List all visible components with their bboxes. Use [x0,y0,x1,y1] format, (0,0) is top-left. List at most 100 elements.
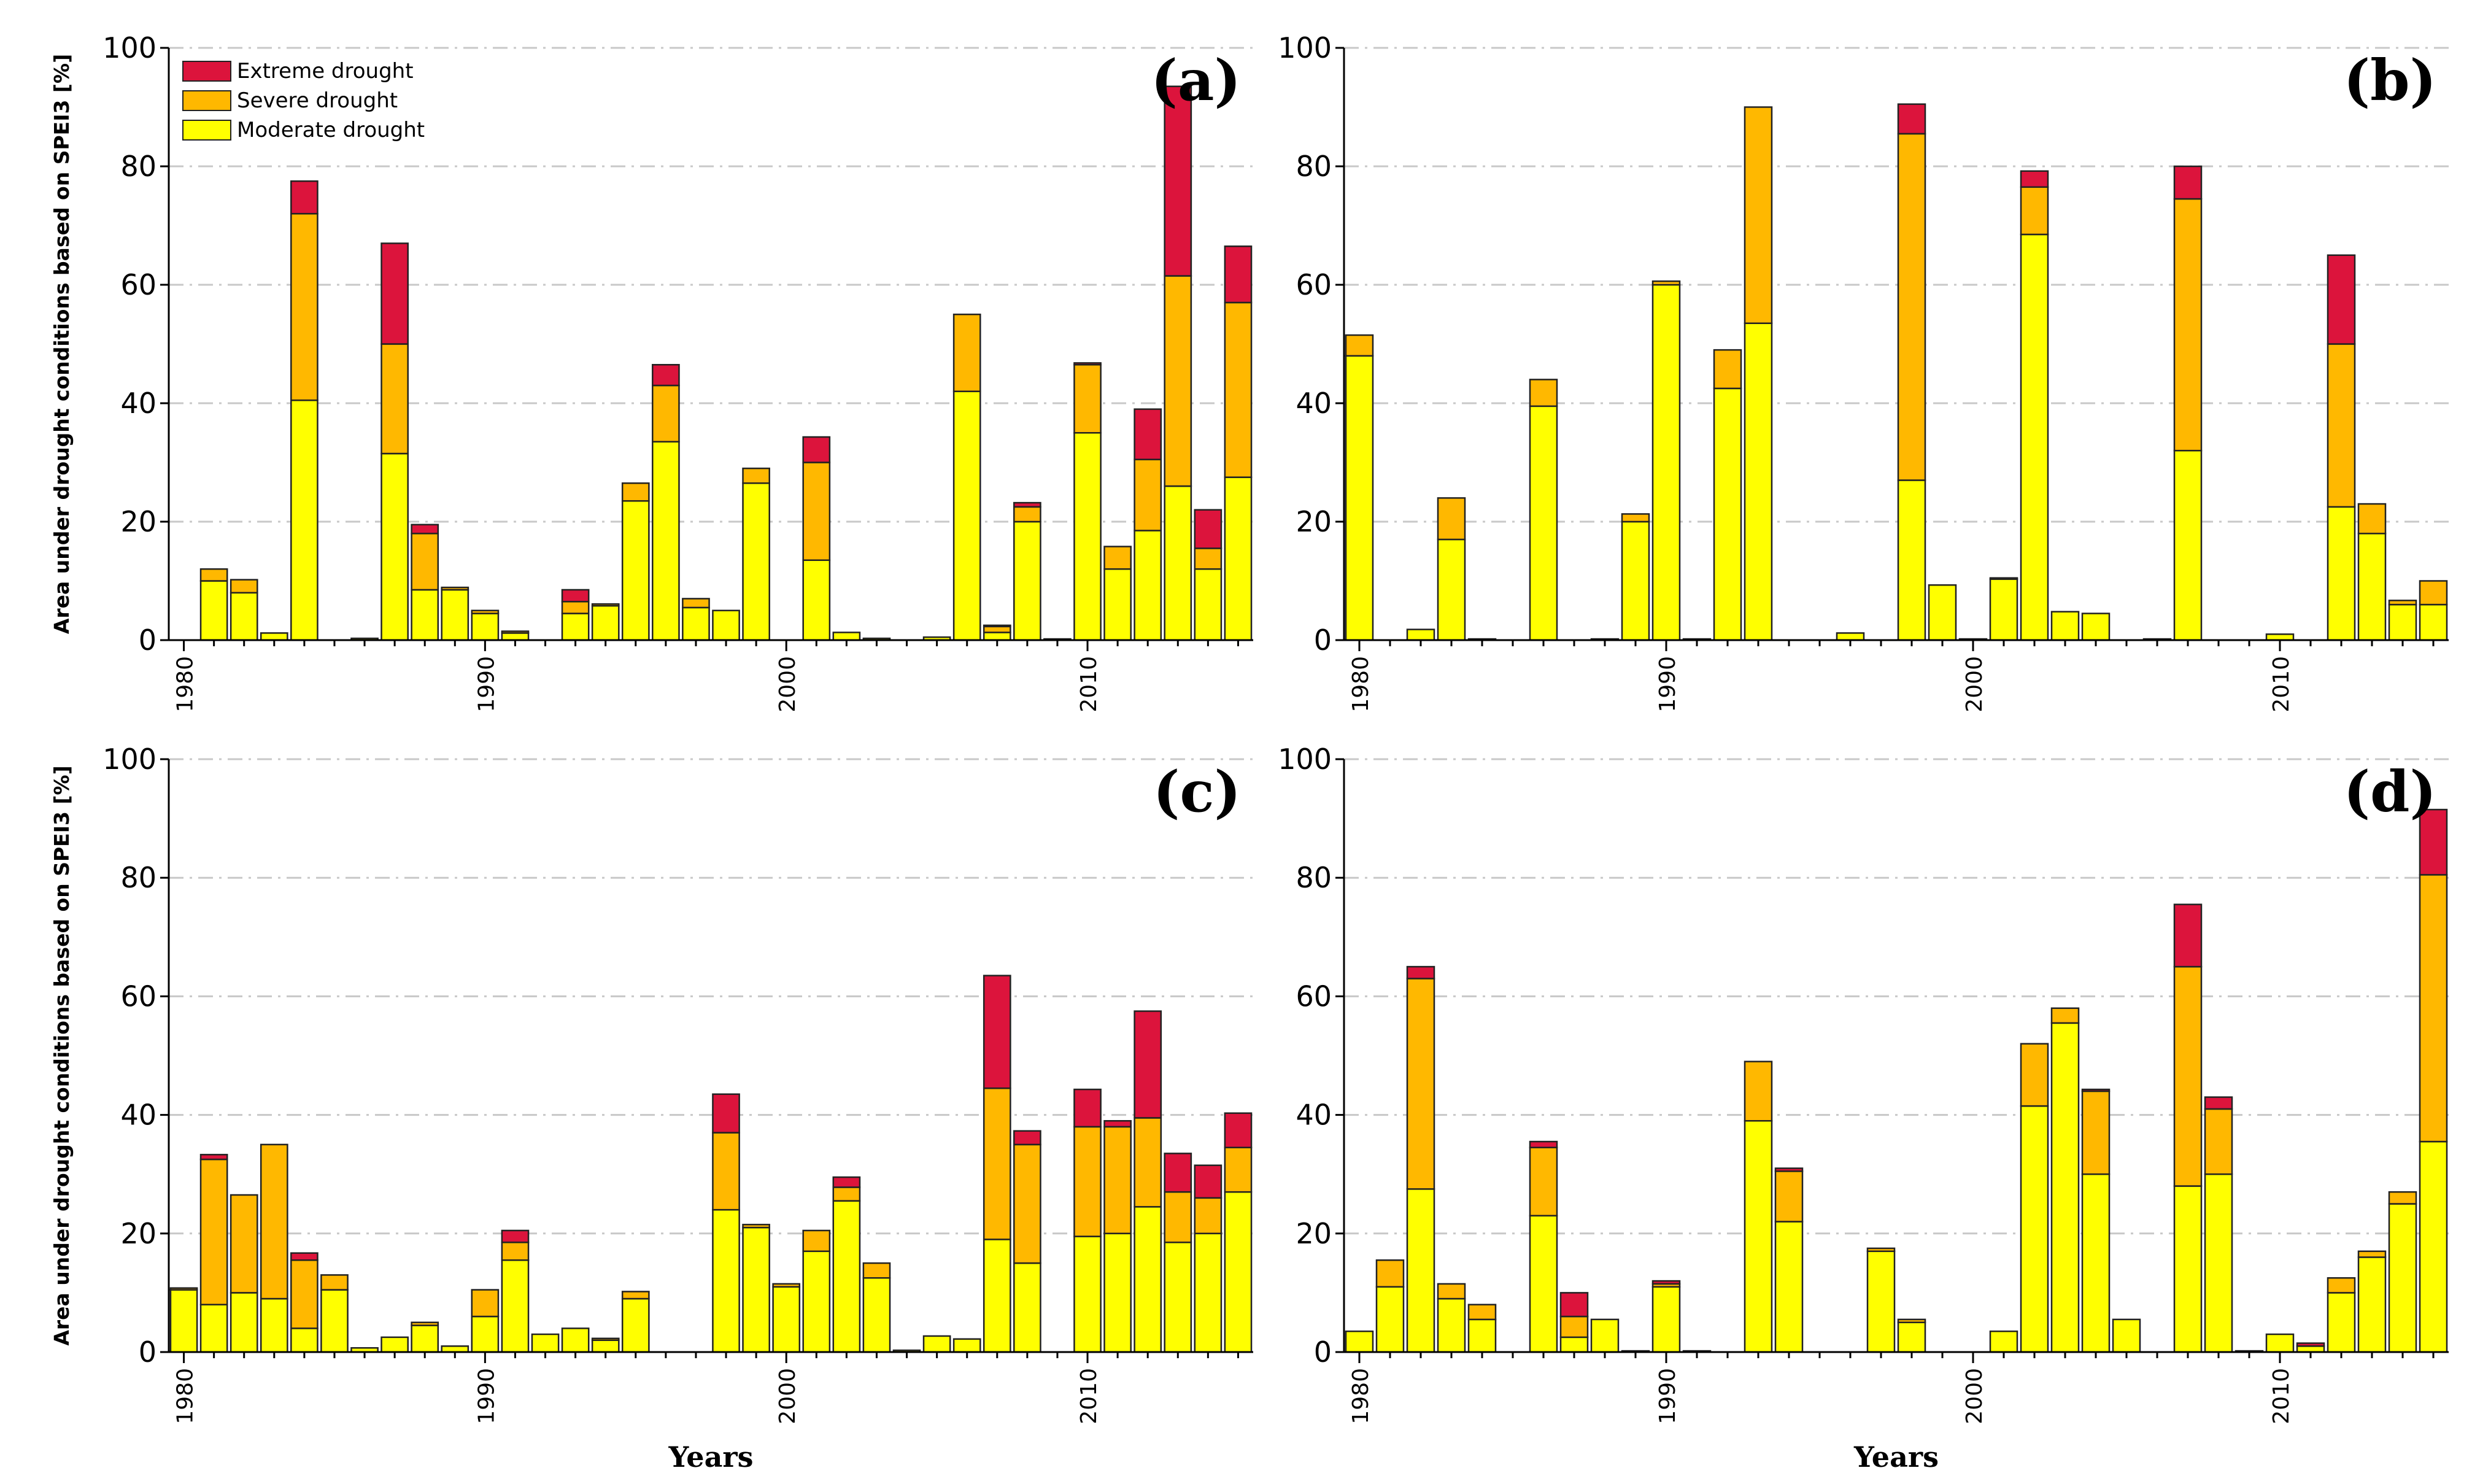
bar-severe-2008 [2204,1108,2233,1175]
bar-moderate-1994 [1774,1221,1804,1353]
bar-extreme-1998 [712,1093,740,1134]
bar-severe-1995 [621,482,650,502]
x-tick-label: 1990 [474,656,499,713]
x-tick-label: 2010 [1076,656,1102,713]
bar-moderate-1999 [742,1226,770,1353]
bar-severe-1990 [1651,280,1681,286]
y-tick-label: 80 [1296,150,1332,183]
legend-label: Moderate drought [237,118,425,142]
bar-severe-2001 [802,1229,831,1253]
bar-extreme-2010 [1073,362,1102,366]
bar-severe-2006 [952,314,981,392]
bar-moderate-2002 [2020,1105,2049,1353]
bar-moderate-2013 [2357,1256,2387,1353]
bar-severe-1982 [1406,978,1435,1190]
bar-severe-2001 [1989,577,2018,580]
bar-severe-2010 [1073,364,1102,434]
bar-moderate-2012 [2327,1292,2356,1353]
y-tick-label: 0 [1314,1335,1332,1369]
bar-moderate-2008 [1013,1262,1041,1353]
bar-moderate-2014 [2388,603,2417,641]
bar-extreme-2012 [1134,408,1162,460]
bar-extreme-2012 [2327,254,2356,345]
bar-moderate-1997 [1866,1250,1896,1353]
bar-extreme-2013 [1164,1153,1192,1193]
bar-severe-1988 [411,1321,439,1326]
bar-extreme-2015 [1224,245,1253,304]
bar-severe-2003 [862,1262,891,1279]
bar-severe-2012 [2327,343,2356,508]
bar-moderate-2001 [802,1250,831,1353]
bar-severe-1999 [742,467,770,484]
bar-severe-2010 [1073,1126,1102,1237]
bar-severe-1993 [561,601,590,614]
bar-moderate-2015 [2419,1140,2448,1353]
y-tick-label: 60 [120,980,156,1013]
x-axis-label: Years [668,1440,753,1474]
bar-extreme-1993 [561,589,590,603]
bar-severe-2014 [1194,547,1222,570]
bar-moderate-2011 [1103,1232,1132,1353]
bar-severe-2001 [802,462,831,561]
bar-extreme-2010 [1073,1088,1102,1128]
bar-moderate-1998 [1897,1321,1926,1353]
bar-severe-2011 [1103,546,1132,570]
x-tick-label: 2000 [775,1368,800,1424]
y-tick-label: 0 [139,624,156,657]
bar-moderate-1992 [1713,387,1742,641]
bar-severe-1990 [471,609,500,614]
bar-severe-1990 [471,1289,500,1318]
bar-severe-2002 [2020,1043,2049,1107]
bar-severe-2015 [1224,301,1253,478]
bar-severe-2000 [772,1283,801,1288]
bar-extreme-2004 [2081,1088,2111,1092]
bar-severe-1980 [169,1287,198,1291]
bar-moderate-2001 [802,559,831,641]
bar-moderate-2014 [2388,1203,2417,1353]
x-tick-label: 2010 [2269,1368,2294,1424]
bar-moderate-2003 [862,1277,891,1353]
bar-moderate-1980 [1345,1330,1374,1353]
bar-severe-1997 [682,598,710,609]
chart-panel-c: 0 20 40 60 80 100 1980 1990 2000 2010 (c) Area unde… [50,743,1253,1474]
bar-moderate-1986 [1529,1215,1558,1353]
bar-severe-2007 [983,1087,1011,1240]
bar-severe-2007 [2173,198,2203,452]
bar-moderate-1983 [1437,538,1466,641]
y-tick-label: 40 [1296,387,1332,420]
bar-extreme-1987 [1559,1292,1589,1318]
bar-extreme-2013 [1164,85,1192,277]
bar-moderate-2001 [1989,1330,2018,1353]
bar-severe-1989 [1621,513,1650,523]
bar-moderate-2003 [2050,611,2080,641]
bar-moderate-1993 [1744,1120,1773,1353]
bar-severe-2012 [1134,458,1162,531]
chart-panel-d: 0 20 40 60 80 100 1980 1990 2000 2010 (d) Years [1278,743,2449,1474]
bar-extreme-1984 [290,1252,319,1261]
bar-moderate-1984 [1467,1318,1497,1353]
y-axis-label: Area under drought conditions based on S… [50,765,74,1345]
bar-moderate-2008 [2204,1173,2233,1353]
y-tick-label: 40 [120,1099,156,1132]
x-tick-label: 1980 [1348,1368,1373,1424]
bar-severe-2013 [2357,1250,2387,1258]
bar-severe-1994 [591,1337,620,1341]
bar-moderate-2007 [983,632,1011,641]
bar-extreme-2008 [1013,501,1041,508]
bar-moderate-1995 [621,1297,650,1353]
bar-severe-1988 [411,533,439,591]
bar-moderate-1989 [1621,520,1650,641]
bar-severe-2015 [1224,1146,1253,1193]
bar-severe-1981 [199,1158,228,1305]
bar-moderate-1994 [591,605,620,641]
bar-extreme-2002 [2020,170,2049,188]
bar-extreme-1991 [501,1229,530,1243]
bar-moderate-2005 [2112,1318,2141,1353]
bar-moderate-2010 [2265,1333,2295,1353]
bar-moderate-1987 [380,1336,409,1353]
bar-moderate-1984 [290,399,319,641]
bar-severe-1993 [1744,106,1773,324]
bar-severe-1983 [1437,1283,1466,1300]
x-tick-label: 2000 [1962,656,1987,713]
bar-severe-1998 [1897,1318,1926,1323]
